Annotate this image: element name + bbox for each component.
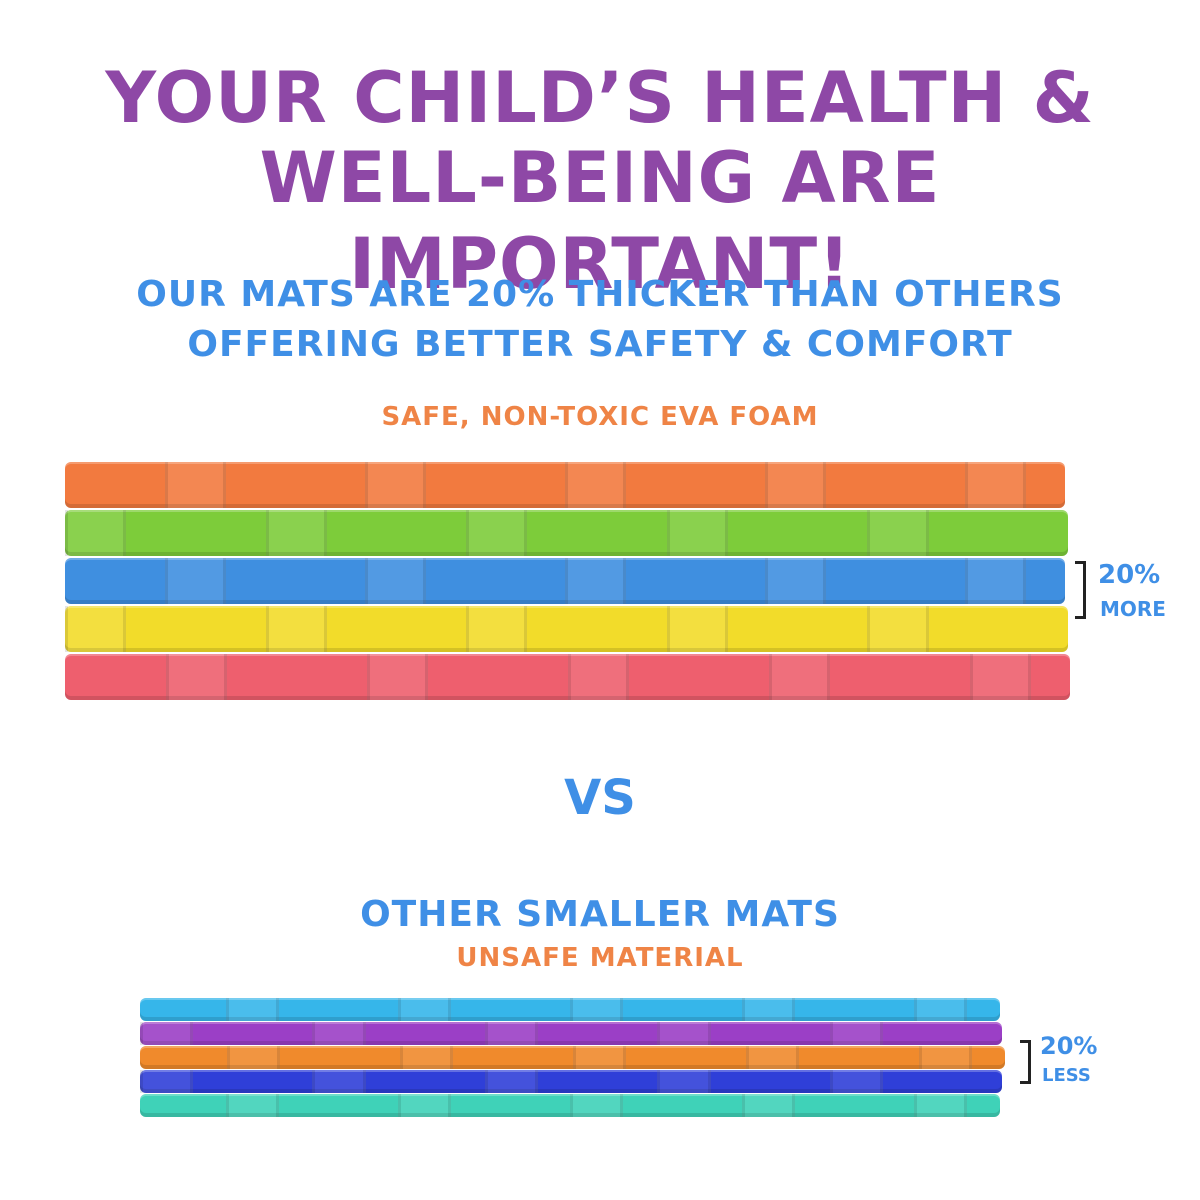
other-mats-title: OTHER SMALLER MATS — [360, 894, 840, 935]
headline-line-1: YOUR CHILD’S HEALTH & — [105, 57, 1095, 139]
mat-segment — [867, 606, 929, 652]
mat-segment — [165, 654, 227, 700]
our-mat-layer-orange — [65, 462, 1065, 508]
mat-segment — [312, 1022, 366, 1045]
mat-segment — [765, 462, 826, 508]
mat-segment — [140, 1070, 194, 1093]
mat-segment — [657, 1070, 711, 1093]
mat-segment — [140, 1022, 194, 1045]
mat-segment — [365, 462, 426, 508]
subheadline-line-2: OFFERING BETTER SAFETY & COMFORT — [187, 324, 1013, 365]
mat-segment — [565, 462, 626, 508]
mat-segment — [918, 1046, 973, 1069]
mat-segment — [969, 654, 1031, 700]
mat-segment — [765, 558, 826, 604]
mat-segment — [466, 606, 528, 652]
mat-segment — [914, 1094, 968, 1117]
mat-segment — [226, 998, 280, 1021]
mat-segment — [226, 1046, 281, 1069]
other-mat-layer-teal — [140, 1094, 1000, 1117]
mat-segment — [265, 606, 327, 652]
mat-segment — [666, 606, 728, 652]
other-mat-layer-orange — [140, 1046, 1005, 1069]
mat-segment — [567, 654, 629, 700]
other-mats-percent-label: 20% — [1040, 1032, 1098, 1060]
mat-segment — [829, 1070, 883, 1093]
our-mats-thickness-bracket — [1075, 561, 1086, 619]
mat-segment — [965, 558, 1026, 604]
mat-segment — [570, 1094, 624, 1117]
other-mats-less-label: LESS — [1042, 1065, 1091, 1086]
mat-segment — [312, 1070, 366, 1093]
our-mats-stack — [65, 462, 1070, 702]
mat-segment — [965, 462, 1026, 508]
mat-segment — [829, 1022, 883, 1045]
mat-segment — [398, 1094, 452, 1117]
mat-segment — [484, 1022, 539, 1045]
mat-segment — [265, 510, 327, 556]
mat-segment — [657, 1022, 711, 1045]
mat-segment — [165, 462, 226, 508]
our-mat-layer-red — [65, 654, 1070, 700]
our-mats-more-label: MORE — [1100, 597, 1166, 621]
headline-line-2: WELL-BEING ARE IMPORTANT! — [259, 137, 941, 305]
our-mats-material-label: SAFE, NON-TOXIC EVA FOAM — [381, 402, 819, 432]
our-mats-percent-label: 20% — [1098, 560, 1161, 590]
mat-segment — [867, 510, 929, 556]
other-mats-stack — [140, 998, 1005, 1120]
other-mat-layer-light-blue — [140, 998, 1000, 1021]
other-mats-material-label: UNSAFE MATERIAL — [456, 943, 744, 973]
mat-segment — [165, 558, 226, 604]
mat-segment — [742, 998, 796, 1021]
mat-segment — [399, 1046, 454, 1069]
mat-segment — [565, 558, 626, 604]
our-mat-layer-green — [65, 510, 1068, 556]
mat-segment — [745, 1046, 800, 1069]
mat-segment — [398, 998, 452, 1021]
mat-segment — [666, 510, 728, 556]
our-mat-layer-blue — [65, 558, 1065, 604]
mat-segment — [365, 558, 426, 604]
mat-segment — [742, 1094, 796, 1117]
other-mat-layer-purple — [140, 1022, 1002, 1045]
mat-segment — [65, 606, 127, 652]
mat-segment — [914, 998, 968, 1021]
mat-segment — [466, 510, 528, 556]
mat-segment — [572, 1046, 627, 1069]
mat-segment — [65, 510, 127, 556]
mat-segment — [570, 998, 624, 1021]
our-mat-layer-yellow — [65, 606, 1068, 652]
subheadline-line-1: OUR MATS ARE 20% THICKER THAN OTHERS — [136, 274, 1064, 315]
mat-segment — [768, 654, 830, 700]
other-mat-layer-dark-blue — [140, 1070, 1002, 1093]
mat-segment — [226, 1094, 280, 1117]
mat-segment — [484, 1070, 539, 1093]
mat-segment — [366, 654, 428, 700]
vs-label: VS — [564, 770, 636, 826]
other-mats-thickness-bracket — [1020, 1040, 1031, 1084]
